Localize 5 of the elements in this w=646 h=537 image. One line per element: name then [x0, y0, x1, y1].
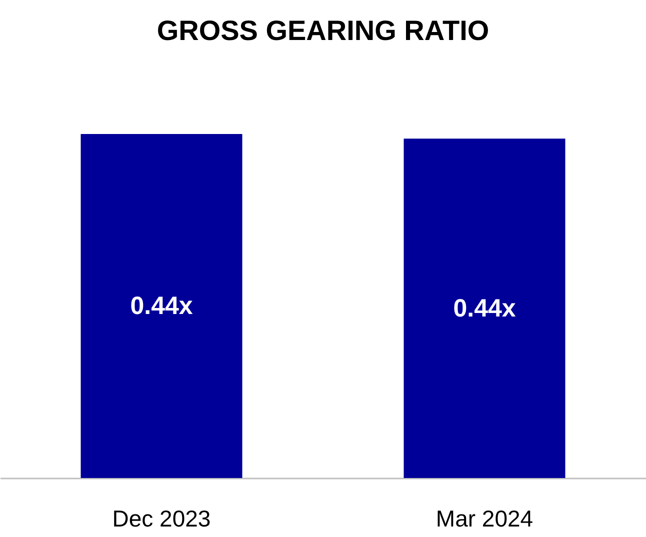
- data-label: 0.44x: [453, 294, 516, 322]
- x-tick-label: Mar 2024: [436, 506, 534, 532]
- x-tick-label: Dec 2023: [112, 506, 211, 532]
- data-label: 0.44x: [130, 292, 193, 320]
- chart-title: GROSS GEARING RATIO: [156, 15, 490, 46]
